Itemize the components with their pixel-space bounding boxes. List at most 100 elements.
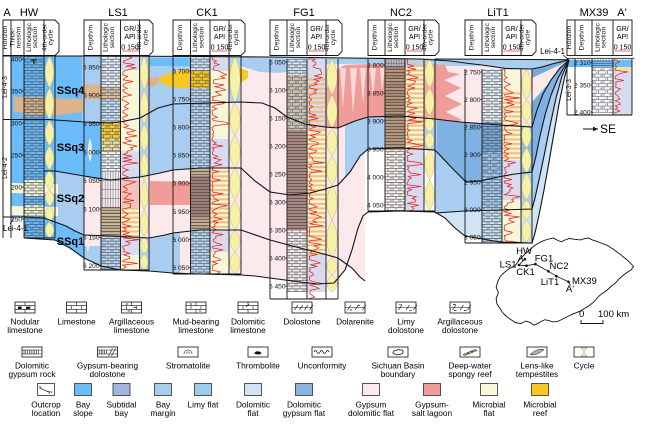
svg-text:Outcrop: Outcrop [31, 400, 61, 410]
svg-text:Limestone: Limestone [57, 317, 96, 327]
svg-text:GR/: GR/ [505, 26, 518, 33]
svg-text:Thick-: Thick- [9, 28, 16, 47]
svg-text:6 100: 6 100 [83, 206, 100, 213]
svg-text:A': A' [566, 284, 574, 295]
svg-text:flat: flat [247, 408, 259, 418]
svg-text:Lithologic: Lithologic [192, 23, 199, 52]
svg-text:slope: slope [73, 408, 93, 418]
svg-text:limestone: limestone [230, 325, 266, 335]
svg-text:spongy reef: spongy reef [448, 369, 492, 379]
svg-text:3 900: 3 900 [367, 118, 384, 125]
svg-text:Lei-4-1: Lei-4-1 [3, 224, 28, 233]
svg-text:GR/: GR/ [616, 26, 629, 33]
svg-text:Depth/m: Depth/m [579, 24, 586, 50]
svg-text:2 400: 2 400 [574, 109, 591, 116]
svg-text:limestone: limestone [114, 325, 150, 335]
svg-text:API: API [506, 34, 517, 41]
svg-text:CK1: CK1 [516, 267, 534, 278]
svg-text:GR/: GR/ [213, 26, 226, 33]
svg-text:3 950: 3 950 [367, 146, 384, 153]
svg-text:Bay: Bay [156, 400, 171, 410]
svg-text:API: API [617, 34, 628, 41]
svg-text:5 400: 5 400 [269, 255, 286, 262]
svg-text:SSq2: SSq2 [57, 193, 85, 205]
svg-text:GR/: GR/ [310, 26, 323, 33]
svg-text:margin: margin [150, 408, 176, 418]
svg-text:2 310: 2 310 [574, 60, 591, 67]
svg-text:Dolarenite: Dolarenite [336, 317, 374, 327]
svg-text:SSq4: SSq4 [57, 85, 85, 97]
svg-text:salt lagoon: salt lagoon [412, 408, 453, 418]
svg-text:limestone: limestone [178, 325, 214, 335]
svg-text:Stromatolite: Stromatolite [166, 361, 211, 371]
svg-text:Gypsum-: Gypsum- [415, 400, 449, 410]
svg-text:Dolostone: Dolostone [283, 317, 321, 327]
svg-text:boundary: boundary [381, 369, 416, 379]
svg-text:5 850: 5 850 [83, 64, 100, 71]
svg-text:flat: flat [483, 408, 495, 418]
svg-text:SSq1: SSq1 [57, 236, 85, 248]
svg-text:Lithologic: Lithologic [289, 23, 296, 52]
svg-text:4 050: 4 050 [367, 202, 384, 209]
svg-text:section: section [601, 27, 608, 49]
svg-text:LiT1: LiT1 [487, 7, 508, 19]
svg-text:5 150: 5 150 [269, 115, 286, 122]
svg-text:6 050: 6 050 [172, 265, 189, 272]
svg-text:CK1: CK1 [196, 7, 217, 19]
svg-text:Lei-4-2: Lei-4-2 [2, 157, 9, 179]
svg-text:Dolomitic: Dolomitic [287, 400, 321, 410]
svg-text:cycle: cycle [525, 30, 532, 46]
svg-text:4th-order: 4th-order [136, 23, 143, 51]
svg-text:gypsum flat: gypsum flat [283, 408, 326, 418]
svg-text:5 350: 5 350 [269, 227, 286, 234]
svg-text:5 950: 5 950 [83, 121, 100, 128]
svg-text:dolomitic flat: dolomitic flat [348, 408, 395, 418]
svg-text:dolostone: dolostone [388, 325, 424, 335]
svg-text:A': A' [617, 7, 626, 19]
svg-text:2 750: 2 750 [464, 69, 481, 76]
svg-text:Mud-bearing: Mud-bearing [173, 317, 220, 327]
svg-text:2 950: 2 950 [464, 179, 481, 186]
svg-text:Lithologic: Lithologic [26, 23, 33, 52]
svg-text:SE: SE [600, 122, 616, 136]
svg-text:cycle: cycle [428, 30, 435, 46]
svg-text:Gypsum: Gypsum [356, 400, 387, 410]
svg-text:Depth/m: Depth/m [274, 24, 281, 50]
svg-text:Subtidal: Subtidal [107, 400, 137, 410]
svg-text:5 250: 5 250 [269, 171, 286, 178]
svg-text:0 150: 0 150 [211, 45, 229, 52]
svg-text:LiT1: LiT1 [541, 277, 559, 288]
svg-text:bay: bay [115, 408, 129, 418]
svg-text:A: A [3, 7, 11, 19]
svg-text:6 150: 6 150 [83, 235, 100, 242]
svg-text:section: section [393, 27, 400, 49]
svg-text:6 200: 6 200 [83, 263, 100, 270]
svg-text:2 900: 2 900 [464, 152, 481, 159]
svg-text:Lithologic: Lithologic [387, 23, 394, 52]
svg-text:LS1: LS1 [108, 7, 128, 19]
svg-text:0: 0 [579, 309, 584, 320]
svg-text:Deep-water: Deep-water [449, 361, 492, 371]
svg-text:2 850: 2 850 [464, 124, 481, 131]
svg-text:MX39: MX39 [572, 276, 597, 287]
svg-text:section: section [490, 27, 497, 49]
svg-text:HW: HW [20, 7, 39, 19]
svg-text:0 150: 0 150 [308, 45, 326, 52]
svg-text:tempestites: tempestites [516, 369, 558, 379]
svg-text:Cycle: Cycle [574, 361, 595, 371]
svg-text:cycle: cycle [142, 30, 149, 46]
svg-text:Horizon: Horizon [566, 26, 573, 50]
svg-text:4th-order: 4th-order [324, 23, 331, 51]
svg-text:2 800: 2 800 [464, 97, 481, 104]
svg-text:200: 200 [11, 184, 22, 191]
svg-text:5 300: 5 300 [269, 199, 286, 206]
svg-text:Lithologic: Lithologic [484, 23, 491, 52]
svg-text:Microbial: Microbial [472, 400, 505, 410]
svg-text:4th-order: 4th-order [227, 23, 234, 51]
svg-text:Lithologic: Lithologic [103, 23, 110, 52]
svg-text:5 800: 5 800 [172, 125, 189, 132]
svg-text:FG1: FG1 [293, 7, 314, 19]
svg-text:API: API [214, 34, 225, 41]
svg-text:section: section [198, 27, 205, 49]
svg-text:Lei-3-3: Lei-3-3 [566, 79, 573, 101]
